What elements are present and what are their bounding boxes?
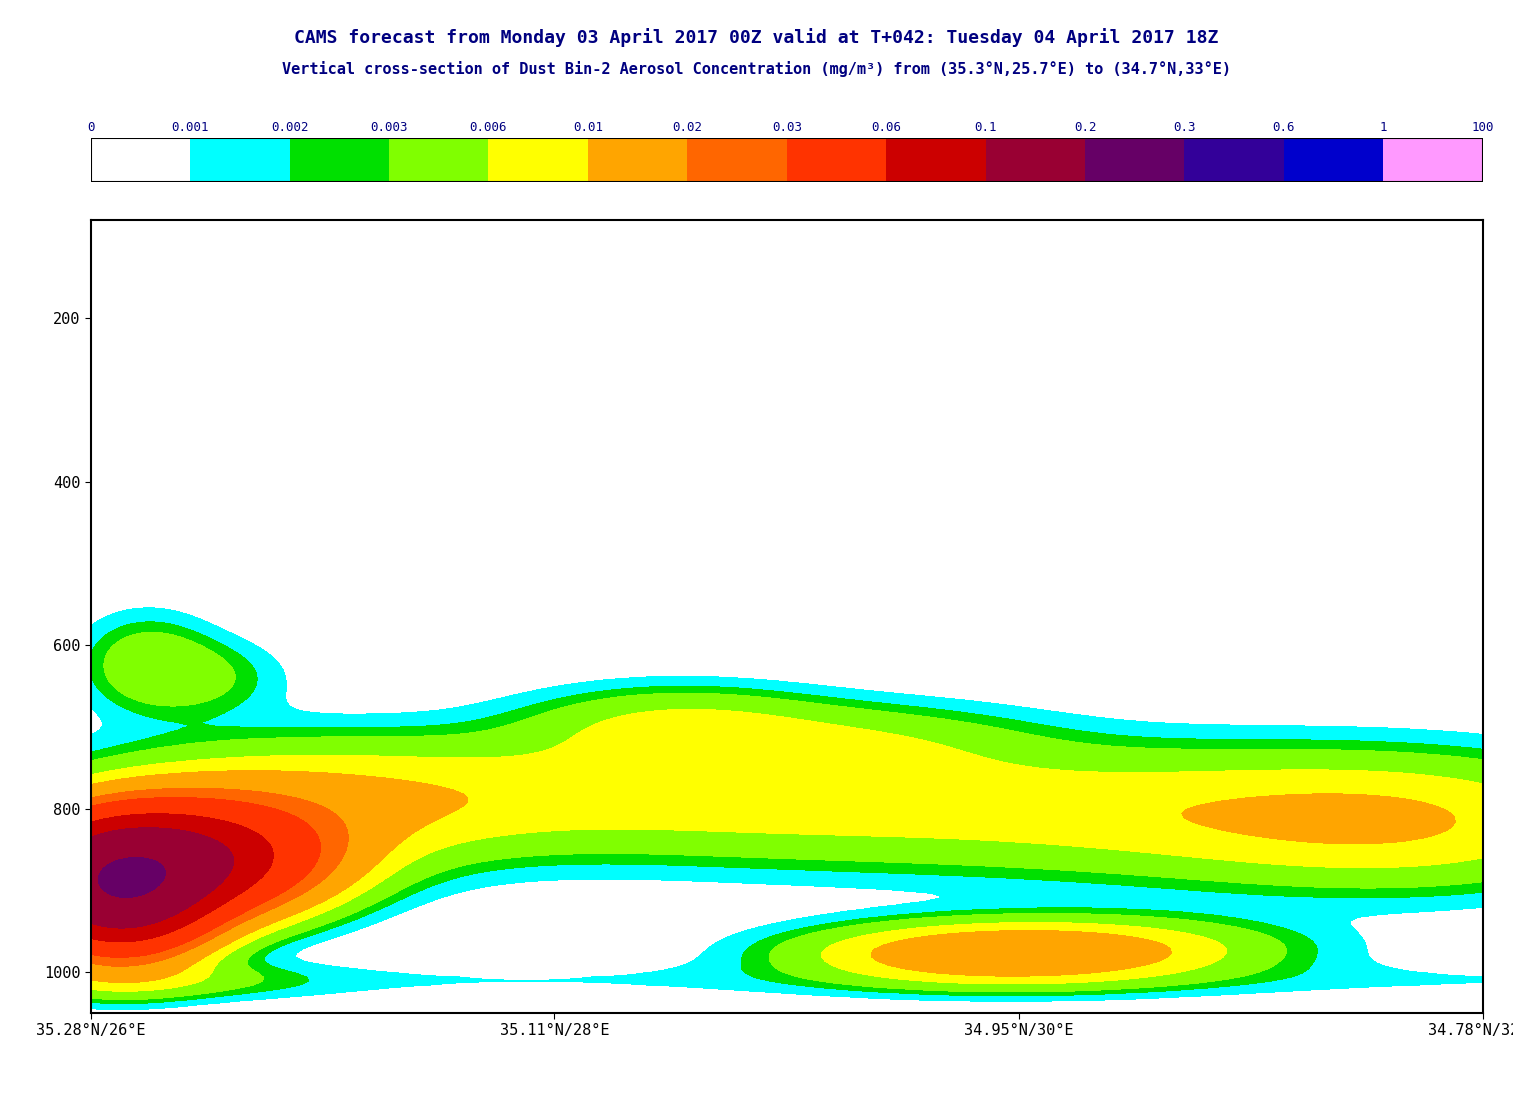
Text: CAMS forecast from Monday 03 April 2017 00Z valid at T+042: Tuesday 04 April 201: CAMS forecast from Monday 03 April 2017 … <box>295 28 1218 46</box>
Bar <box>887 138 985 182</box>
Text: 0.03: 0.03 <box>772 121 802 134</box>
Bar <box>91 138 191 182</box>
Bar <box>1185 138 1285 182</box>
Bar <box>289 138 389 182</box>
Text: Vertical cross-section of Dust Bin-2 Aerosol Concentration (mg/m³) from (35.3°N,: Vertical cross-section of Dust Bin-2 Aer… <box>281 61 1232 77</box>
Bar <box>589 138 687 182</box>
Bar <box>1085 138 1185 182</box>
Text: 0.01: 0.01 <box>573 121 602 134</box>
Text: 0.002: 0.002 <box>271 121 309 134</box>
Text: 0.2: 0.2 <box>1074 121 1097 134</box>
Text: 0.1: 0.1 <box>974 121 997 134</box>
Text: 0.003: 0.003 <box>371 121 409 134</box>
Text: 0.02: 0.02 <box>672 121 702 134</box>
Bar <box>389 138 489 182</box>
Text: 0.001: 0.001 <box>171 121 209 134</box>
Text: 0.6: 0.6 <box>1272 121 1295 134</box>
Bar <box>1285 138 1383 182</box>
Bar <box>191 138 289 182</box>
Text: 1: 1 <box>1380 121 1387 134</box>
Bar <box>985 138 1085 182</box>
Text: 0: 0 <box>88 121 94 134</box>
Text: 0.06: 0.06 <box>871 121 902 134</box>
Bar <box>489 138 589 182</box>
Bar <box>687 138 787 182</box>
Bar <box>1383 138 1483 182</box>
Text: 0.3: 0.3 <box>1173 121 1195 134</box>
Bar <box>787 138 887 182</box>
Text: 0.006: 0.006 <box>469 121 507 134</box>
Text: 100: 100 <box>1472 121 1493 134</box>
